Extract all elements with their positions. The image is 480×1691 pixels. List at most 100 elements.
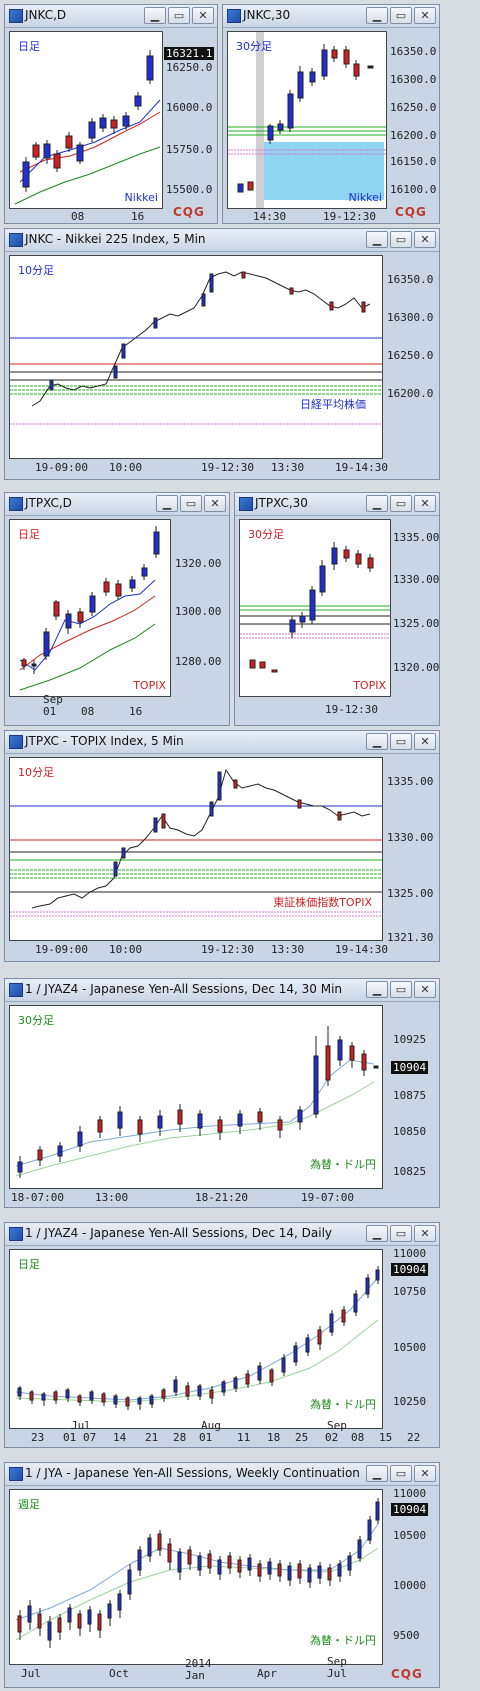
restore-button[interactable]: ▭ — [390, 1225, 412, 1242]
restore-button[interactable]: ▭ — [390, 981, 412, 998]
close-button[interactable]: ✕ — [204, 495, 226, 512]
minimize-button[interactable]: ▁ — [366, 1225, 388, 1242]
close-button[interactable]: ✕ — [414, 7, 436, 24]
restore-button[interactable]: ▭ — [390, 231, 412, 248]
minimize-button[interactable]: ▁ — [366, 231, 388, 248]
chart-plot[interactable]: 10分足 日経平均株価 — [9, 255, 383, 459]
restore-button[interactable]: ▭ — [390, 733, 412, 750]
window-jtpxc-daily[interactable]: JTPXC,D ▁ ▭ ✕ — [4, 492, 230, 726]
x-label: 10:00 — [109, 461, 143, 474]
period-label: 10分足 — [18, 264, 54, 277]
minimize-button[interactable]: ▁ — [156, 495, 178, 512]
close-button[interactable]: ✕ — [414, 1225, 436, 1242]
close-button[interactable]: ✕ — [414, 231, 436, 248]
instrument-tag: 為替・ドル円 — [310, 1158, 376, 1171]
restore-button[interactable]: ▭ — [390, 495, 412, 512]
title-bar[interactable]: JNKC,D ▁ ▭ ✕ — [5, 5, 217, 28]
minimize-button[interactable]: ▁ — [366, 495, 388, 512]
close-button[interactable]: ✕ — [414, 1465, 436, 1482]
x-label: 16 — [129, 705, 143, 718]
candlestick-chart — [10, 271, 382, 425]
candlestick-chart — [10, 768, 382, 917]
window-jnkc-daily[interactable]: JNKC,D ▁ ▭ ✕ — [4, 4, 218, 224]
title-bar[interactable]: JTPXC,30 ▁ ▭ ✕ — [235, 493, 439, 516]
x-label: 19-09:00 — [35, 943, 88, 956]
window-jtpxc-5min[interactable]: JTPXC - TOPIX Index, 5 Min ▁ ▭ ✕ — [4, 730, 440, 962]
close-button[interactable]: ✕ — [192, 7, 214, 24]
x-label: 19-12:30 — [323, 210, 376, 223]
app-icon — [227, 9, 241, 23]
x-label: 19-12:30 — [201, 461, 254, 474]
chart-plot[interactable]: 日足 TOPIX — [9, 519, 171, 697]
y-label: 10925 — [393, 1033, 427, 1046]
y-label: 11000 — [393, 1487, 427, 1500]
window-jtpxc-30min[interactable]: JTPXC,30 ▁ ▭ ✕ — [234, 492, 440, 726]
chart-plot[interactable]: 日足 Nikkei — [9, 31, 163, 209]
window-jnkc-30min[interactable]: JNKC,30 ▁ ▭ ✕ — [222, 4, 440, 224]
y-label: 1325.00 — [393, 617, 440, 630]
minimize-button[interactable]: ▁ — [366, 7, 388, 24]
close-icon: ✕ — [420, 983, 430, 996]
window-title: JTPXC - TOPIX Index, 5 Min — [25, 734, 184, 748]
instrument-tag: Nikkei — [124, 191, 158, 204]
minimize-icon: ▁ — [372, 9, 382, 22]
minimize-button[interactable]: ▁ — [366, 1465, 388, 1482]
close-button[interactable]: ✕ — [414, 733, 436, 750]
y-label: 10875 — [393, 1089, 427, 1102]
chart-plot[interactable]: 週足 為替・ドル円 — [9, 1489, 383, 1665]
x-label: 02 — [325, 1431, 339, 1444]
minimize-icon: ▁ — [372, 233, 382, 246]
minimize-icon: ▁ — [372, 735, 382, 748]
period-label: 週足 — [18, 1498, 40, 1511]
title-bar[interactable]: 1 / JYA - Japanese Yen-All Sessions, Wee… — [5, 1463, 439, 1486]
x-label: Jul — [21, 1667, 41, 1680]
title-bar[interactable]: JTPXC,D ▁ ▭ ✕ — [5, 493, 229, 516]
title-bar[interactable]: 1 / JYAZ4 - Japanese Yen-All Sessions, D… — [5, 979, 439, 1002]
chart-plot[interactable]: 30分足 Nikkei — [227, 31, 387, 209]
restore-icon: ▭ — [395, 497, 407, 510]
window-title: 1 / JYA - Japanese Yen-All Sessions, Wee… — [25, 1466, 360, 1480]
restore-button[interactable]: ▭ — [168, 7, 190, 24]
period-label: 日足 — [18, 40, 40, 53]
minimize-button[interactable]: ▁ — [366, 733, 388, 750]
window-title: 1 / JYAZ4 - Japanese Yen-All Sessions, D… — [25, 1226, 333, 1240]
instrument-tag: 為替・ドル円 — [310, 1634, 376, 1647]
chart-plot[interactable]: 日足 為替・ドル円 — [9, 1249, 383, 1429]
x-label: 14:30 — [253, 210, 287, 223]
chart-plot[interactable]: 30分足 TOPIX — [239, 519, 391, 697]
x-label: 11 — [237, 1431, 251, 1444]
y-label: 9500 — [393, 1629, 420, 1642]
minimize-button[interactable]: ▁ — [366, 981, 388, 998]
restore-button[interactable]: ▭ — [390, 1465, 412, 1482]
window-jnkc-5min[interactable]: JNKC - Nikkei 225 Index, 5 Min ▁ ▭ ✕ — [4, 228, 440, 480]
y-label: 16250.0 — [390, 101, 437, 114]
app-icon — [239, 497, 253, 511]
window-jyaz4-30min[interactable]: 1 / JYAZ4 - Japanese Yen-All Sessions, D… — [4, 978, 440, 1208]
close-icon: ✕ — [420, 1227, 430, 1240]
x-label: 18-21:20 — [195, 1191, 248, 1204]
y-label: 16300.0 — [390, 73, 437, 86]
close-button[interactable]: ✕ — [414, 981, 436, 998]
y-label: 10000 — [393, 1579, 427, 1592]
restore-button[interactable]: ▭ — [180, 495, 202, 512]
close-button[interactable]: ✕ — [414, 495, 436, 512]
chart-plot[interactable]: 10分足 東証株価指数TOPIX — [9, 757, 383, 941]
minimize-button[interactable]: ▁ — [144, 7, 166, 24]
window-jya-weekly[interactable]: 1 / JYA - Japanese Yen-All Sessions, Wee… — [4, 1462, 440, 1688]
x-label: 25 — [295, 1431, 309, 1444]
title-bar[interactable]: JTPXC - TOPIX Index, 5 Min ▁ ▭ ✕ — [5, 731, 439, 754]
restore-button[interactable]: ▭ — [390, 7, 412, 24]
period-label: 10分足 — [18, 766, 54, 779]
x-label: 13:30 — [271, 943, 305, 956]
title-bar[interactable]: 1 / JYAZ4 - Japanese Yen-All Sessions, D… — [5, 1223, 439, 1246]
window-jyaz4-daily[interactable]: 1 / JYAZ4 - Japanese Yen-All Sessions, D… — [4, 1222, 440, 1448]
x-label: 19-07:00 — [301, 1191, 354, 1204]
chart-plot[interactable]: 30分足 為替・ドル円 — [9, 1005, 383, 1189]
candlestick-chart — [19, 526, 160, 691]
title-bar[interactable]: JNKC,30 ▁ ▭ ✕ — [223, 5, 439, 28]
y-label: 16300.0 — [387, 311, 434, 324]
cqg-logo: CQG — [173, 205, 205, 219]
window-title: JTPXC,D — [25, 496, 72, 510]
app-icon — [9, 1467, 23, 1481]
title-bar[interactable]: JNKC - Nikkei 225 Index, 5 Min ▁ ▭ ✕ — [5, 229, 439, 252]
